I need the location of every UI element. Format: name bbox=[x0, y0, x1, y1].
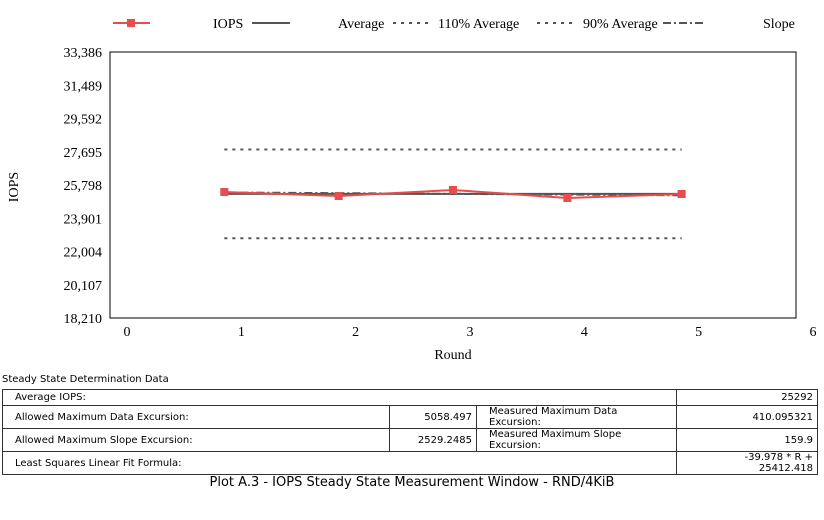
table-row: Allowed Maximum Data Excursion: 5058.497 M… bbox=[2, 405, 818, 429]
table-row: Allowed Maximum Slope Excursion: 2529.248… bbox=[2, 428, 818, 452]
legend-marker bbox=[127, 19, 135, 27]
x-tick-label: 1 bbox=[238, 325, 245, 340]
legend-label: 110% Average bbox=[438, 17, 519, 32]
y-axis-label: IOPS bbox=[7, 172, 22, 202]
iops-point bbox=[677, 190, 686, 199]
mmse-label: Measured Maximum Slope Excursion: bbox=[475, 428, 678, 452]
amde-label: Allowed Maximum Data Excursion: bbox=[2, 405, 390, 429]
steady-state-table: Average IOPS: 25292 Allowed Maximum Data … bbox=[1, 389, 818, 475]
y-tick-label: 31,489 bbox=[64, 79, 103, 94]
mmde-label: Measured Maximum Data Excursion: bbox=[475, 405, 678, 429]
amse-label: Allowed Maximum Slope Excursion: bbox=[2, 428, 390, 452]
legend-label: 90% Average bbox=[583, 17, 658, 32]
x-tick-label: 4 bbox=[581, 325, 588, 340]
y-tick-label: 23,901 bbox=[64, 212, 103, 227]
ls-value: -39.978 * R + 25412.418 bbox=[676, 451, 818, 475]
chart: 18,210 20,107 22,004 23,901 25,798 27,695 29,5… bbox=[7, 17, 817, 363]
y-tick-label: 22,004 bbox=[64, 246, 103, 261]
y-tick-label: 29,592 bbox=[64, 113, 103, 128]
legend-label: IOPS bbox=[213, 17, 243, 32]
x-tick-label: 6 bbox=[810, 325, 817, 340]
plot-area bbox=[109, 51, 797, 319]
y-tick-label: 27,695 bbox=[64, 146, 103, 161]
ls-label: Least Squares Linear Fit Formula: bbox=[1, 451, 678, 475]
table-row: Average IOPS: 25292 bbox=[1, 389, 818, 406]
x-tick-label: 5 bbox=[695, 325, 702, 340]
mmde-value: 410.095321 bbox=[676, 405, 818, 429]
table-title: Steady State Determination Data bbox=[2, 374, 169, 385]
y-tick-label: 20,107 bbox=[64, 279, 103, 294]
y-tick-label: 18,210 bbox=[64, 312, 103, 327]
legend-label: Average bbox=[338, 17, 384, 32]
table-row: Least Squares Linear Fit Formula: -39.978… bbox=[1, 451, 818, 475]
y-tick-label: 33,386 bbox=[64, 46, 103, 61]
caption: Plot A.3 - IOPS Steady State Measurement… bbox=[209, 475, 615, 490]
x-axis-label: Round bbox=[434, 348, 471, 363]
avg-label: Average IOPS: bbox=[1, 389, 678, 406]
legend-label: Slope bbox=[763, 17, 795, 32]
x-tick-label: 2 bbox=[352, 325, 359, 340]
mmse-value: 159.9 bbox=[676, 428, 818, 452]
amde-value: 5058.497 bbox=[389, 405, 477, 429]
x-tick-label: 0 bbox=[124, 325, 131, 340]
iops-point bbox=[220, 188, 229, 197]
avg-value: 25292 bbox=[676, 389, 818, 406]
iops-point bbox=[449, 186, 457, 195]
amse-value: 2529.2485 bbox=[389, 428, 477, 452]
x-tick-label: 3 bbox=[467, 325, 474, 340]
iops-point bbox=[563, 194, 572, 203]
y-tick-label: 25,798 bbox=[64, 179, 103, 194]
iops-point bbox=[334, 192, 343, 201]
